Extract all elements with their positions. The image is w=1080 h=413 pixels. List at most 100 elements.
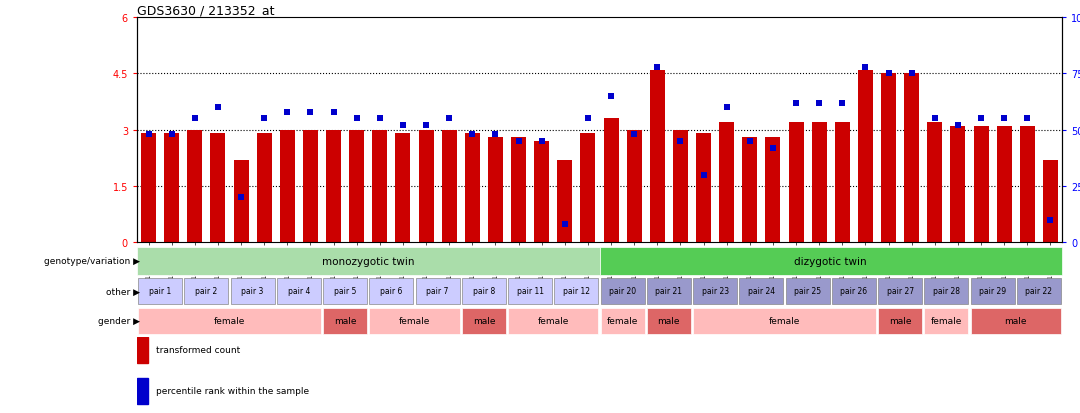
Bar <box>164 134 179 242</box>
Point <box>210 104 227 111</box>
Text: transformed count: transformed count <box>156 346 240 355</box>
Text: pair 5: pair 5 <box>334 287 356 296</box>
Point <box>372 116 389 122</box>
Point <box>741 138 758 145</box>
Bar <box>373 130 388 242</box>
Bar <box>881 74 896 242</box>
Text: pair 22: pair 22 <box>1025 287 1052 296</box>
Text: female: female <box>607 317 638 326</box>
Bar <box>647 279 691 304</box>
Bar <box>257 134 272 242</box>
Bar <box>395 134 410 242</box>
Bar <box>419 130 433 242</box>
Bar <box>719 123 734 242</box>
Point <box>348 116 365 122</box>
Text: female: female <box>399 317 430 326</box>
Point <box>140 131 158 138</box>
Bar <box>138 309 321 334</box>
Bar <box>280 130 295 242</box>
Bar <box>1043 160 1058 242</box>
Text: pair 3: pair 3 <box>242 287 264 296</box>
Bar <box>766 138 781 242</box>
Text: female: female <box>214 317 245 326</box>
Bar <box>950 126 966 242</box>
Point <box>394 122 411 129</box>
Point <box>463 131 481 138</box>
Bar <box>600 309 645 334</box>
Point <box>325 109 342 116</box>
Bar <box>509 309 598 334</box>
Bar <box>696 134 711 242</box>
Bar <box>233 160 248 242</box>
Bar <box>137 337 148 363</box>
Bar <box>462 279 505 304</box>
Bar <box>323 279 367 304</box>
Text: male: male <box>473 317 495 326</box>
Bar <box>1017 279 1061 304</box>
Bar <box>138 279 183 304</box>
Bar <box>369 309 460 334</box>
Point <box>279 109 296 116</box>
Bar <box>554 279 598 304</box>
Text: pair 23: pair 23 <box>702 287 729 296</box>
Point <box>232 194 249 201</box>
Text: pair 26: pair 26 <box>840 287 867 296</box>
Text: male: male <box>889 317 912 326</box>
Bar <box>511 138 526 242</box>
Text: dizygotic twin: dizygotic twin <box>795 256 867 266</box>
Point <box>811 100 828 107</box>
Bar <box>231 279 274 304</box>
Bar <box>647 309 691 334</box>
Text: pair 24: pair 24 <box>747 287 775 296</box>
Bar <box>416 279 460 304</box>
Bar <box>878 279 922 304</box>
Bar <box>973 126 988 242</box>
Bar <box>971 309 1061 334</box>
Bar <box>600 279 645 304</box>
Point <box>903 71 920 77</box>
Point <box>672 138 689 145</box>
Bar <box>693 279 737 304</box>
Point <box>556 221 573 228</box>
Bar <box>832 279 876 304</box>
Bar <box>462 309 505 334</box>
Bar <box>185 279 228 304</box>
Text: pair 29: pair 29 <box>980 287 1007 296</box>
Bar <box>904 74 919 242</box>
Bar <box>141 134 157 242</box>
Text: male: male <box>1004 317 1027 326</box>
Point <box>972 116 989 122</box>
Text: pair 20: pair 20 <box>609 287 636 296</box>
Point <box>441 116 458 122</box>
Text: pair 12: pair 12 <box>563 287 590 296</box>
Text: pair 4: pair 4 <box>287 287 310 296</box>
Bar <box>626 130 642 242</box>
Bar <box>137 378 148 404</box>
Bar <box>488 138 503 242</box>
Bar <box>369 279 414 304</box>
Point <box>625 131 643 138</box>
Bar <box>599 247 1062 275</box>
Bar <box>137 247 599 275</box>
Point <box>787 100 805 107</box>
Text: other ▶: other ▶ <box>106 287 140 296</box>
Text: female: female <box>931 317 962 326</box>
Text: gender ▶: gender ▶ <box>98 317 140 326</box>
Point <box>927 116 944 122</box>
Bar <box>464 134 480 242</box>
Point <box>856 64 874 71</box>
Point <box>949 122 967 129</box>
Point <box>834 100 851 107</box>
Point <box>163 131 180 138</box>
Bar <box>509 279 552 304</box>
Bar <box>187 130 202 242</box>
Bar <box>349 130 364 242</box>
Bar <box>971 279 1014 304</box>
Point <box>603 93 620 100</box>
Bar <box>997 126 1012 242</box>
Bar <box>673 130 688 242</box>
Text: male: male <box>334 317 356 326</box>
Point <box>996 116 1013 122</box>
Bar <box>535 141 550 242</box>
Text: pair 25: pair 25 <box>794 287 821 296</box>
